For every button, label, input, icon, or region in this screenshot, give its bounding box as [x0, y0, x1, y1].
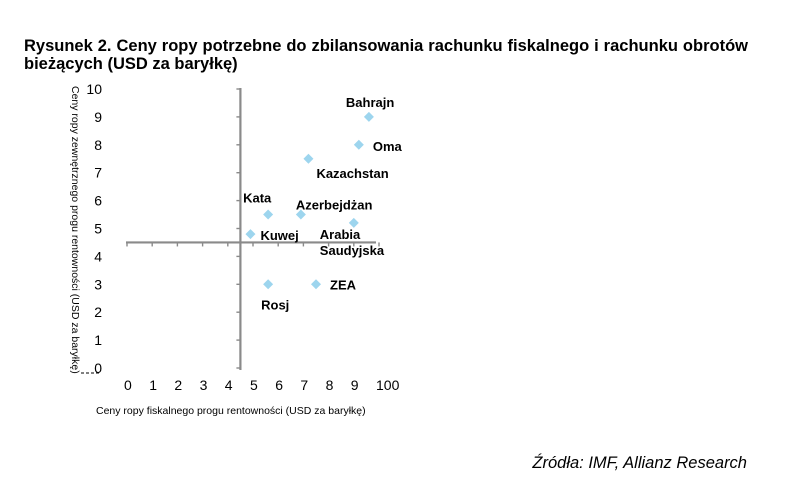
y-tick-label: 10	[86, 81, 102, 97]
data-point-label: Kuwej	[260, 228, 298, 243]
x-tick-label: 6	[275, 377, 283, 393]
x-tick-label: 5	[250, 377, 258, 393]
x-tick-label: 3	[200, 377, 208, 393]
data-point-marker	[353, 139, 364, 150]
figure-title: Rysunek 2. Ceny ropy potrzebne do zbilan…	[24, 37, 748, 73]
y-tick-label: 0	[94, 360, 102, 376]
y-tick-label: 2	[94, 304, 102, 320]
data-point-marker	[303, 153, 314, 164]
data-point-label: Rosj	[261, 297, 289, 312]
y-tick-label: 3	[94, 276, 102, 292]
x-tick-label: 100	[376, 377, 400, 393]
data-point-marker	[363, 111, 374, 122]
data-point-label: Azerbejdżan	[296, 198, 373, 213]
data-point-marker	[263, 209, 274, 220]
data-point-label: Kata	[243, 191, 272, 206]
x-tick-label: 4	[225, 377, 233, 393]
data-point-marker	[245, 229, 256, 240]
x-tick-label: 1	[149, 377, 157, 393]
data-point-label: Saudyjska	[320, 243, 385, 258]
data-point-label: Kazachstan	[316, 166, 388, 181]
data-point-label: Bahrajn	[346, 95, 394, 110]
x-tick-label: 9	[351, 377, 359, 393]
y-axis-title: Ceny ropy zewnętrznego progu rentowności…	[69, 86, 81, 374]
y-tick-label: 5	[94, 221, 102, 237]
x-tick-label: 8	[326, 377, 334, 393]
data-point-label: Oma	[373, 139, 403, 154]
source-note: Źródła: IMF, Allianz Research	[532, 454, 747, 472]
x-tick-label: 7	[300, 377, 308, 393]
data-point-marker	[295, 209, 306, 220]
data-point-label: Arabia	[320, 227, 361, 242]
x-axis-title: Ceny ropy fiskalnego progu rentowności (…	[96, 405, 366, 417]
x-tick-label: 2	[174, 377, 182, 393]
y-tick-label: 6	[94, 193, 102, 209]
y-tick-label: 4	[94, 248, 102, 264]
data-point-marker	[311, 279, 321, 290]
y-tick-label: 8	[94, 137, 102, 153]
y-tick-label: 7	[94, 165, 102, 181]
data-point-marker	[263, 279, 274, 290]
data-point-marker	[348, 217, 359, 228]
y-tick-label: 1	[94, 332, 102, 348]
x-tick-label: 0	[124, 377, 132, 393]
y-tick-label: 9	[94, 109, 102, 125]
data-point-label: ZEA	[330, 277, 357, 292]
